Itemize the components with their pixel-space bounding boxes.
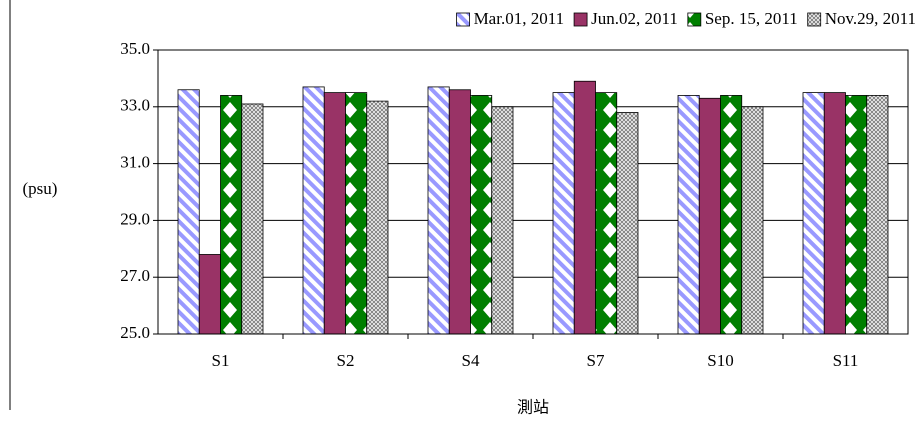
bar (177, 89, 200, 335)
bar (366, 100, 389, 335)
bar (491, 106, 514, 335)
x-tick-label: S4 (462, 351, 480, 370)
bar (241, 103, 264, 335)
bar (616, 112, 639, 335)
legend-label: Jun.02, 2011 (591, 9, 678, 28)
legend-swatch (573, 12, 588, 27)
bar (823, 92, 846, 335)
legend-swatch (687, 12, 702, 27)
bar (552, 92, 575, 335)
x-tick-label: S7 (587, 351, 605, 370)
bar (448, 89, 471, 335)
bar (802, 92, 825, 335)
bar (198, 254, 221, 335)
bar (220, 95, 243, 335)
x-tick-label: S11 (833, 351, 859, 370)
y-tick-label: 27.0 (120, 266, 150, 285)
y-tick-label: 35.0 (120, 39, 150, 58)
bar (720, 95, 743, 335)
plot-frame (157, 49, 909, 335)
bar (595, 92, 618, 335)
legend-label: Nov.29, 2011 (825, 9, 916, 28)
y-tick-label: 31.0 (120, 153, 150, 172)
x-tick-label: S2 (337, 351, 355, 370)
x-tick-label: S1 (212, 351, 230, 370)
legend-swatch (807, 12, 822, 27)
bar (302, 86, 325, 335)
bar (323, 92, 346, 335)
legend-swatch (456, 12, 470, 27)
bar (866, 95, 889, 335)
x-axis-label: 測站 (517, 398, 549, 417)
bar (427, 86, 450, 335)
bar (845, 95, 868, 335)
y-axis-label: (psu) (23, 179, 58, 198)
bar (573, 80, 596, 335)
bar (741, 106, 764, 335)
y-tick-label: 33.0 (120, 96, 150, 115)
y-tick-label: 25.0 (120, 323, 150, 342)
legend-label: Mar.01, 2011 (474, 9, 565, 28)
legend-label: Sep. 15, 2011 (705, 9, 798, 28)
bar (698, 97, 721, 335)
bar (677, 95, 700, 335)
x-tick-label: S10 (707, 351, 733, 370)
bar (345, 92, 368, 335)
bar (470, 95, 493, 335)
y-tick-label: 29.0 (120, 209, 150, 228)
